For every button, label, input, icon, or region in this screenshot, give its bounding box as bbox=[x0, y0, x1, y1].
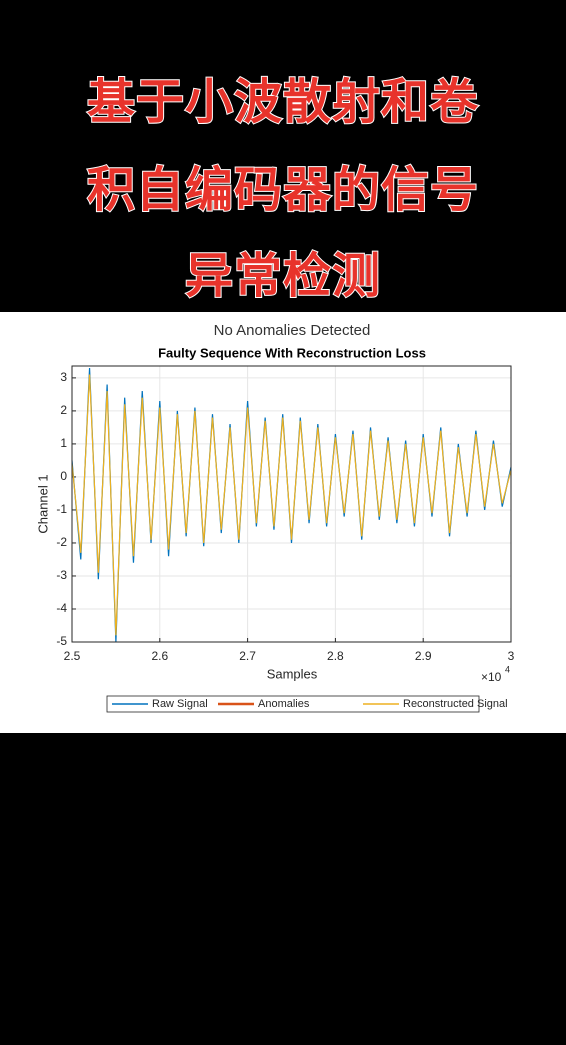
headline: 异常检测 bbox=[184, 247, 381, 305]
y-tick-label: -2 bbox=[56, 535, 67, 549]
y-tick-label: -1 bbox=[56, 502, 67, 516]
x-tick-label: 2.7 bbox=[239, 649, 256, 663]
legend-label: Raw Signal bbox=[152, 698, 208, 710]
x-tick-label: 3 bbox=[508, 649, 515, 663]
headline: 基于小波散射和卷 bbox=[86, 73, 479, 131]
legend-box bbox=[106, 695, 480, 713]
y-tick-label: 1 bbox=[60, 436, 67, 450]
x-tick-label: 2.6 bbox=[151, 649, 168, 663]
legend: Raw Signal Anomalies Reconstructed Signal bbox=[106, 695, 508, 713]
chart-subtitle: Faulty Sequence With Reconstruction Loss bbox=[158, 345, 426, 360]
chart: No Anomalies Detected Faulty Sequence Wi… bbox=[0, 312, 566, 733]
x-axis-label: Samples bbox=[267, 666, 318, 681]
legend-label: Reconstructed Signal bbox=[403, 698, 508, 710]
x-tick-label: 2.8 bbox=[327, 649, 344, 663]
headline: 积自编码器的信号 bbox=[86, 161, 479, 219]
axes-box bbox=[71, 365, 512, 643]
series-line bbox=[71, 374, 512, 636]
y-tick-label: -5 bbox=[56, 634, 67, 648]
y-axis-label: Channel 1 bbox=[35, 474, 50, 533]
legend-label: Anomalies bbox=[258, 698, 310, 710]
x-tick-label: 2.9 bbox=[415, 649, 432, 663]
y-tick-label: -3 bbox=[56, 568, 67, 582]
chart-title: No Anomalies Detected bbox=[214, 322, 371, 339]
y-tick-label: -4 bbox=[56, 601, 67, 615]
y-tick-label: 3 bbox=[60, 370, 67, 384]
chart-background bbox=[0, 312, 566, 733]
x-multiplier-exponent: 4 bbox=[505, 664, 510, 674]
x-multiplier: ×10 bbox=[481, 670, 502, 684]
y-tick-label: 2 bbox=[60, 403, 67, 417]
x-tick-label: 2.5 bbox=[64, 649, 81, 663]
y-tick-label: 0 bbox=[60, 469, 67, 483]
